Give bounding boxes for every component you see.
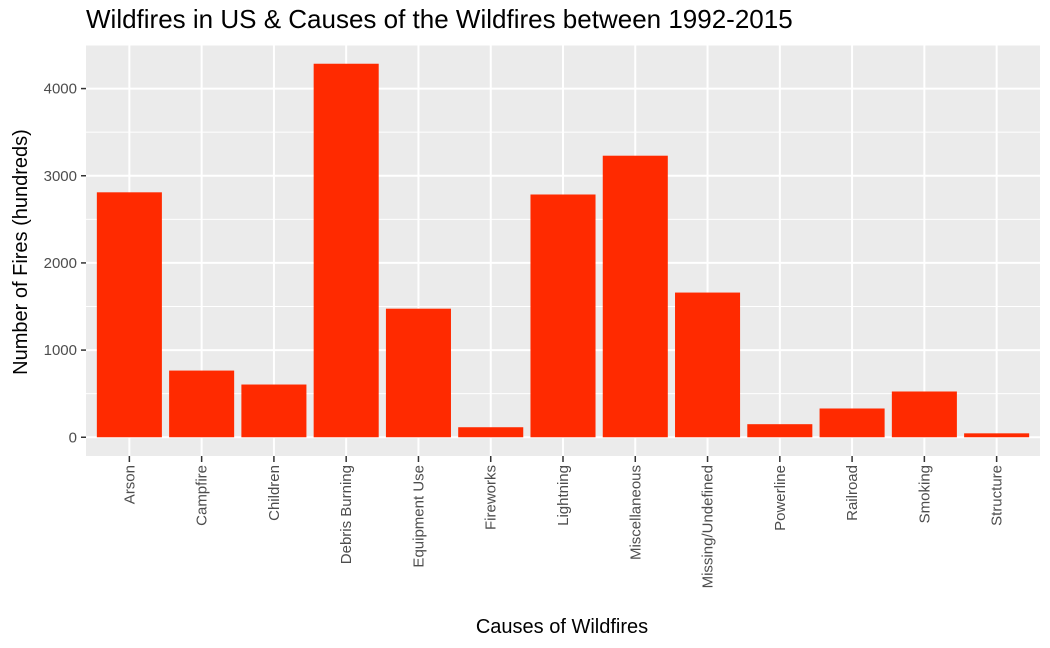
x-tick-label: Railroad [844, 465, 861, 521]
x-tick-label: Smoking [916, 465, 933, 523]
y-tick-label: 0 [69, 429, 77, 446]
bar [819, 408, 885, 438]
bar [675, 292, 741, 438]
x-tick-label: Powerline [772, 465, 789, 531]
x-tick-label: Equipment Use [410, 465, 427, 568]
bar [964, 433, 1030, 438]
x-tick-label: Missing/Undefined [700, 465, 717, 588]
y-tick-label: 4000 [44, 81, 77, 98]
y-tick-label: 1000 [44, 342, 77, 359]
chart-title: Wildfires in US & Causes of the Wildfire… [86, 4, 793, 34]
bar [96, 192, 162, 438]
bar [602, 155, 668, 438]
bar [385, 308, 451, 438]
x-tick-label: Structure [989, 465, 1006, 526]
y-tick-label: 3000 [44, 168, 77, 185]
bar [747, 424, 813, 438]
x-tick-label: Debris Burning [338, 465, 355, 564]
y-axis-title: Number of Fires (hundreds) [10, 129, 32, 375]
y-tick-label: 2000 [44, 255, 77, 272]
bar [458, 427, 524, 438]
x-axis-title: Causes of Wildfires [476, 616, 648, 638]
x-tick-label: Campfire [194, 465, 211, 526]
bar [169, 370, 235, 438]
x-tick-label: Fireworks [483, 465, 500, 530]
bar [530, 194, 596, 438]
y-axis: 0 1000 2000 3000 4000 [44, 81, 86, 446]
x-tick-label: Children [266, 465, 283, 521]
x-tick-label: Miscellaneous [627, 465, 644, 560]
x-tick-label: Arson [121, 465, 138, 504]
x-axis: Arson Campfire Children Debris Burning Equip… [121, 456, 1006, 588]
bar [891, 391, 957, 438]
bar [313, 63, 379, 438]
bars [96, 63, 1030, 438]
bar [241, 384, 307, 438]
x-tick-label: Lightning [555, 465, 572, 526]
